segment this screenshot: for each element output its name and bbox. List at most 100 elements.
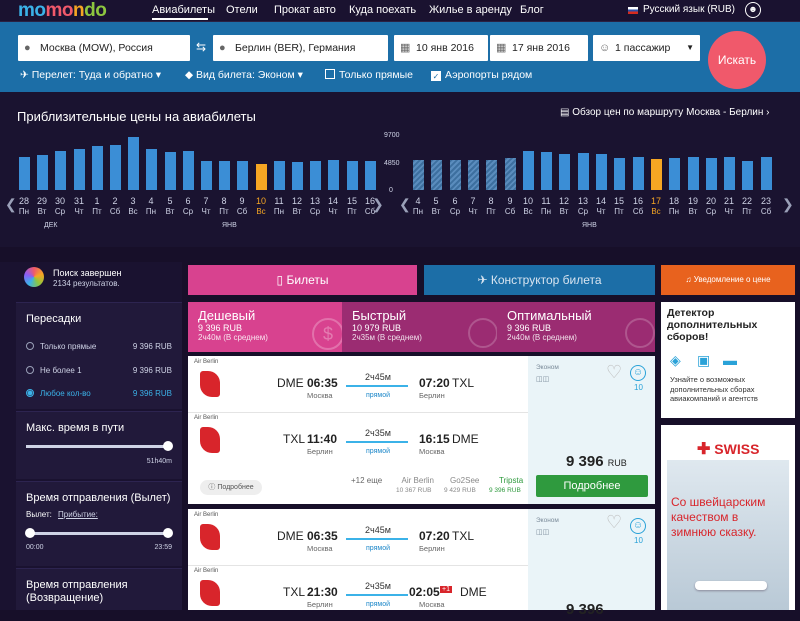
stopwatch-icon xyxy=(468,318,497,348)
nav-rentals[interactable]: Жилье в аренду xyxy=(429,4,512,16)
nav-blog[interactable]: Блог xyxy=(520,4,544,16)
price-bar[interactable] xyxy=(651,159,662,190)
price-bar[interactable] xyxy=(201,161,212,190)
provider-name[interactable]: Air Berlin xyxy=(401,476,434,485)
max-duration-filter: Макс. время в пути 51h40m xyxy=(16,411,182,479)
origin-city: Берлин xyxy=(307,600,333,609)
price-bar[interactable] xyxy=(688,157,699,190)
dep-tab-departure[interactable]: Вылет: xyxy=(26,510,52,519)
user-account-icon[interactable]: ☻ xyxy=(745,2,761,18)
swiss-airline-ad[interactable]: ✚ SWISS Со швейцарским качеством в зимню… xyxy=(661,425,795,610)
sort-optimal[interactable]: Оптимальный 9 396 RUB 2ч40м (В среднем) xyxy=(497,302,655,352)
price-bar[interactable] xyxy=(256,164,267,190)
price-bar[interactable] xyxy=(486,160,497,190)
provider-name[interactable]: Tripsta xyxy=(499,476,524,485)
language-selector[interactable]: Русский язык (RUB) xyxy=(643,4,735,15)
nav-flights[interactable]: Авиабилеты xyxy=(152,4,216,16)
price-bar[interactable] xyxy=(365,161,376,190)
price-bar[interactable] xyxy=(413,160,424,190)
depart-date-field[interactable]: ▦ 10 янв 2016 xyxy=(394,35,488,61)
nearby-airports-checkbox[interactable]: ✓ Аэропорты рядом xyxy=(431,69,532,81)
outbound-segment[interactable]: Air Berlin DME 06:35 Москва 2ч45м прямой… xyxy=(188,509,528,565)
price-bar[interactable] xyxy=(165,152,176,190)
stops-option-any[interactable]: Любое кол-во 9 396 RUB xyxy=(26,389,172,398)
details-link[interactable]: ⓘ Подробнее xyxy=(200,480,262,495)
price-bar[interactable] xyxy=(146,149,157,190)
chart-prev-arrow[interactable]: ❮ xyxy=(5,196,17,212)
price-bar[interactable] xyxy=(219,161,230,190)
price-bar[interactable] xyxy=(706,158,717,190)
return-segment[interactable]: Air Berlin TXL 11:40 Берлин 2ч35м прямой… xyxy=(188,412,528,468)
price-bar[interactable] xyxy=(742,161,753,190)
max-duration-slider[interactable] xyxy=(26,445,172,448)
price-bar[interactable] xyxy=(237,161,248,190)
fee-detector-ad[interactable]: Детектор дополнительных сборов! ◈ ▣ ▬ Уз… xyxy=(661,302,795,418)
stops-option-direct[interactable]: Только прямые 9 396 RUB xyxy=(26,342,172,351)
price-bar[interactable] xyxy=(505,158,516,190)
price-bar[interactable] xyxy=(450,160,461,190)
price-bar[interactable] xyxy=(128,137,139,190)
nav-car-rental[interactable]: Прокат авто xyxy=(274,4,336,16)
sort-cheapest[interactable]: Дешевый 9 396 RUB 2ч40м (В среднем) $ xyxy=(188,302,342,352)
chart-next-arrow[interactable]: ❯ xyxy=(372,196,384,212)
price-bar[interactable] xyxy=(614,158,625,190)
price-bar[interactable] xyxy=(92,146,103,190)
outbound-segment[interactable]: Air Berlin DME 06:35 Москва 2ч45м прямой… xyxy=(188,356,528,412)
price-bar[interactable] xyxy=(596,154,607,190)
price-bar[interactable] xyxy=(310,161,321,190)
slider-handle-max[interactable] xyxy=(163,528,173,538)
direct-only-checkbox[interactable]: Только прямые xyxy=(325,69,413,81)
sort-price: 10 979 RUB xyxy=(352,323,402,333)
price-bar[interactable] xyxy=(559,154,570,190)
passengers-field[interactable]: ☺ 1 пассажир ▼ xyxy=(593,35,700,61)
departure-time-slider[interactable] xyxy=(26,532,172,535)
favorite-icon[interactable]: ♡ xyxy=(606,362,623,382)
tab-tickets[interactable]: ▯ Билеты xyxy=(188,265,417,295)
price-bar[interactable] xyxy=(19,157,30,190)
stops-option-one[interactable]: Не более 1 9 396 RUB xyxy=(26,366,172,375)
price-bar[interactable] xyxy=(328,160,339,190)
trip-type-selector[interactable]: ✈ Перелет: Туда и обратно ▾ xyxy=(20,69,162,81)
momondo-logo[interactable]: momondo xyxy=(18,0,107,21)
origin-field[interactable]: ● Москва (MOW), Россия xyxy=(18,35,190,61)
price-bar[interactable] xyxy=(110,145,121,190)
price-bar[interactable] xyxy=(274,161,285,190)
price-bar[interactable] xyxy=(724,157,735,190)
slider-handle[interactable] xyxy=(163,441,173,451)
return-chart-prev-arrow[interactable]: ❮ xyxy=(399,196,411,212)
tab-ticket-builder[interactable]: ✈ Конструктор билета xyxy=(424,265,655,295)
price-bar[interactable] xyxy=(431,160,442,190)
price-bar[interactable] xyxy=(761,157,772,190)
price-bar[interactable] xyxy=(74,149,85,190)
weekday-tick-label: Сб xyxy=(632,207,644,216)
provider-name[interactable]: Go2See xyxy=(450,476,480,485)
destination-field[interactable]: ● Берлин (BER), Германия xyxy=(213,35,388,61)
price-bar[interactable] xyxy=(37,155,48,190)
price-bar[interactable] xyxy=(633,157,644,190)
search-button[interactable]: Искать xyxy=(708,31,766,89)
price-bar[interactable] xyxy=(55,151,66,190)
nav-explore[interactable]: Куда поехать xyxy=(349,4,417,16)
return-segment[interactable]: Air Berlin TXL 21:30 Берлин 2ч35м прямой… xyxy=(188,565,528,621)
sort-fastest[interactable]: Быстрый 10 979 RUB 2ч35м (В среднем) xyxy=(342,302,497,352)
slider-handle-min[interactable] xyxy=(25,528,35,538)
ticket-class-selector[interactable]: ◆ Вид билета: Эконом ▾ xyxy=(185,69,303,81)
return-chart-next-arrow[interactable]: ❯ xyxy=(782,196,794,212)
price-overview-link[interactable]: ▤ Обзор цен по маршруту Москва - Берлин … xyxy=(560,107,770,118)
view-deal-button[interactable]: Подробнее xyxy=(536,475,648,497)
swap-icon[interactable]: ⇆ xyxy=(196,40,207,54)
price-bar[interactable] xyxy=(468,160,479,190)
price-bar[interactable] xyxy=(183,151,194,190)
dep-tab-arrival[interactable]: Прибытие: xyxy=(58,510,98,519)
favorite-icon[interactable]: ♡ xyxy=(606,512,623,532)
price-bar[interactable] xyxy=(669,158,680,190)
price-bar[interactable] xyxy=(541,152,552,190)
nav-hotels[interactable]: Отели xyxy=(226,4,258,16)
return-date-field[interactable]: ▦ 17 янв 2016 xyxy=(490,35,588,61)
price-bar[interactable] xyxy=(523,151,534,190)
price-bar[interactable] xyxy=(347,161,358,190)
price-alert-button[interactable]: ♫ Уведомление о цене xyxy=(661,265,795,295)
price-bar[interactable] xyxy=(578,153,589,190)
more-providers-link[interactable]: +12 еще xyxy=(351,476,383,485)
price-bar[interactable] xyxy=(292,162,303,190)
